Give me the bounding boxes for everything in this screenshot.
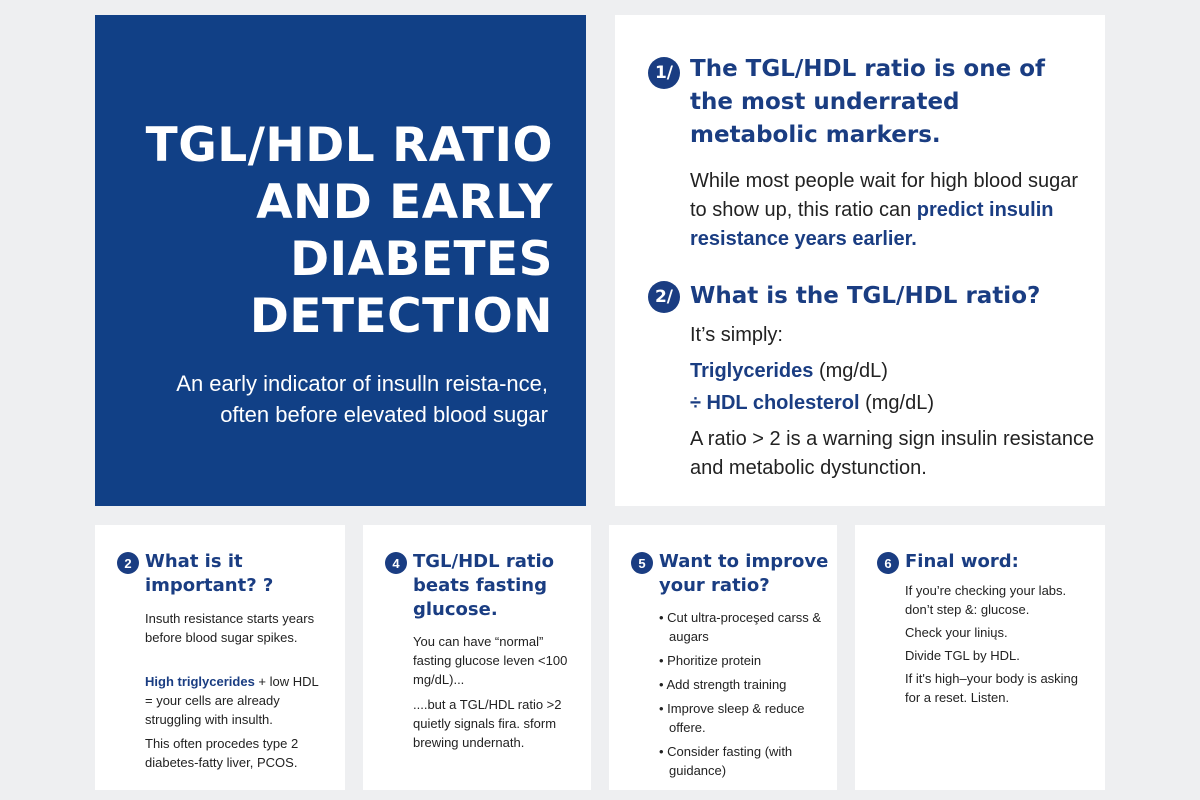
card-ratio-vs-glucose: 4 TGL/HDL ratio beats fasting glucose. Y… [363,525,591,790]
card-text-rest: + low HDL = your cells are already strug… [145,674,319,727]
card-header: 5 Want to improve your ratio? [631,550,839,598]
card-improve-ratio: 5 Want to improve your ratio? • Cut ultr… [609,525,837,790]
card-number-badge: 5 [631,552,653,574]
card-title: Want to improve your ratio? [659,551,829,596]
card-final-word: 6 Final word: If you’re checking your la… [855,525,1105,790]
section-2-note: A ratio > 2 is a warning sign insulin re… [690,428,1095,479]
list-item: • Consider fasting (with guidance) [659,744,793,778]
section-1-body-text: While most people wait for high blood su… [690,170,1078,221]
section-number-badge: 2/ [648,281,680,313]
card-number-badge: 2 [117,552,139,574]
formula-line-2: ÷ HDL cholesterol (mg/dL) [690,389,934,418]
card-text: If you’re checking your labs. don’t step… [905,583,1067,617]
section-1-body-highlight: predict insulin resistance years earlier… [690,199,1054,250]
formula-numerator: Triglycerides [690,360,814,382]
card-importance: 2 What is it important? ? Insuth resista… [95,525,345,790]
section-1-body: While most people wait for high blood su… [690,167,1080,254]
section-1-heading: The TGL/HDL ratio is one of the most und… [690,56,1046,148]
formula-denominator: ÷ HDL cholesterol [690,392,860,414]
card-header: 2 What is it important? ? [117,550,325,598]
card-highlight: High triglycerides [145,674,255,689]
section-number-badge: 1/ [648,57,680,89]
card-text: This often procedes type 2 diabetes-fatt… [145,736,299,770]
card-title: What is it important? ? [145,551,274,596]
list-item: • Improve sleep & reduce offere. [659,701,805,735]
section-2-heading: What is the TGL/HDL ratio? [690,283,1041,309]
card-text: Divide TGL by HDL. [905,648,1020,663]
card-text: If it's high–your body is asking for a r… [905,671,1079,705]
list-item: • Cut ultra-proceşed carss & augars [659,610,822,644]
list-item: • Add strength training [659,677,787,692]
bullet-list: • Cut ultra-proceşed carss & augars • Ph… [659,608,829,785]
card-text: Check your liniųs. [905,625,1008,640]
hero-title: TGL/HDL RATIO AND EARLY DIABETES DETECTI… [145,118,553,344]
hero-subtitle: An early indicator of insulln reista-nce… [176,371,548,427]
card-number-badge: 6 [877,552,899,574]
main-panel: 1/ The TGL/HDL ratio is one of the most … [615,15,1105,506]
card-title: Final word: [905,551,1019,572]
formula-unit: (mg/dL) [859,392,934,414]
list-item: • Phoritize protein [659,653,762,668]
card-header: 6 Final word: [877,550,1085,574]
card-header: 4 TGL/HDL ratio beats fasting glucose. [385,550,593,622]
hero-banner: TGL/HDL RATIO AND EARLY DIABETES DETECTI… [95,15,586,506]
formula-line-1: Triglycerides (mg/dL) [690,357,888,386]
card-text: ....but a TGL/HDL ratio >2 quietly signa… [413,697,562,750]
card-title: TGL/HDL ratio beats fasting glucose. [413,551,555,620]
card-text: Insuth resistance starts years before bl… [145,611,315,645]
section-2-intro: It’s simply: [690,324,783,346]
formula-unit: (mg/dL) [813,360,888,382]
card-number-badge: 4 [385,552,407,574]
card-text: You can have “normal” fasting glucose le… [413,634,568,687]
card-text: High triglycerides + low HDL = your cell… [145,672,325,729]
